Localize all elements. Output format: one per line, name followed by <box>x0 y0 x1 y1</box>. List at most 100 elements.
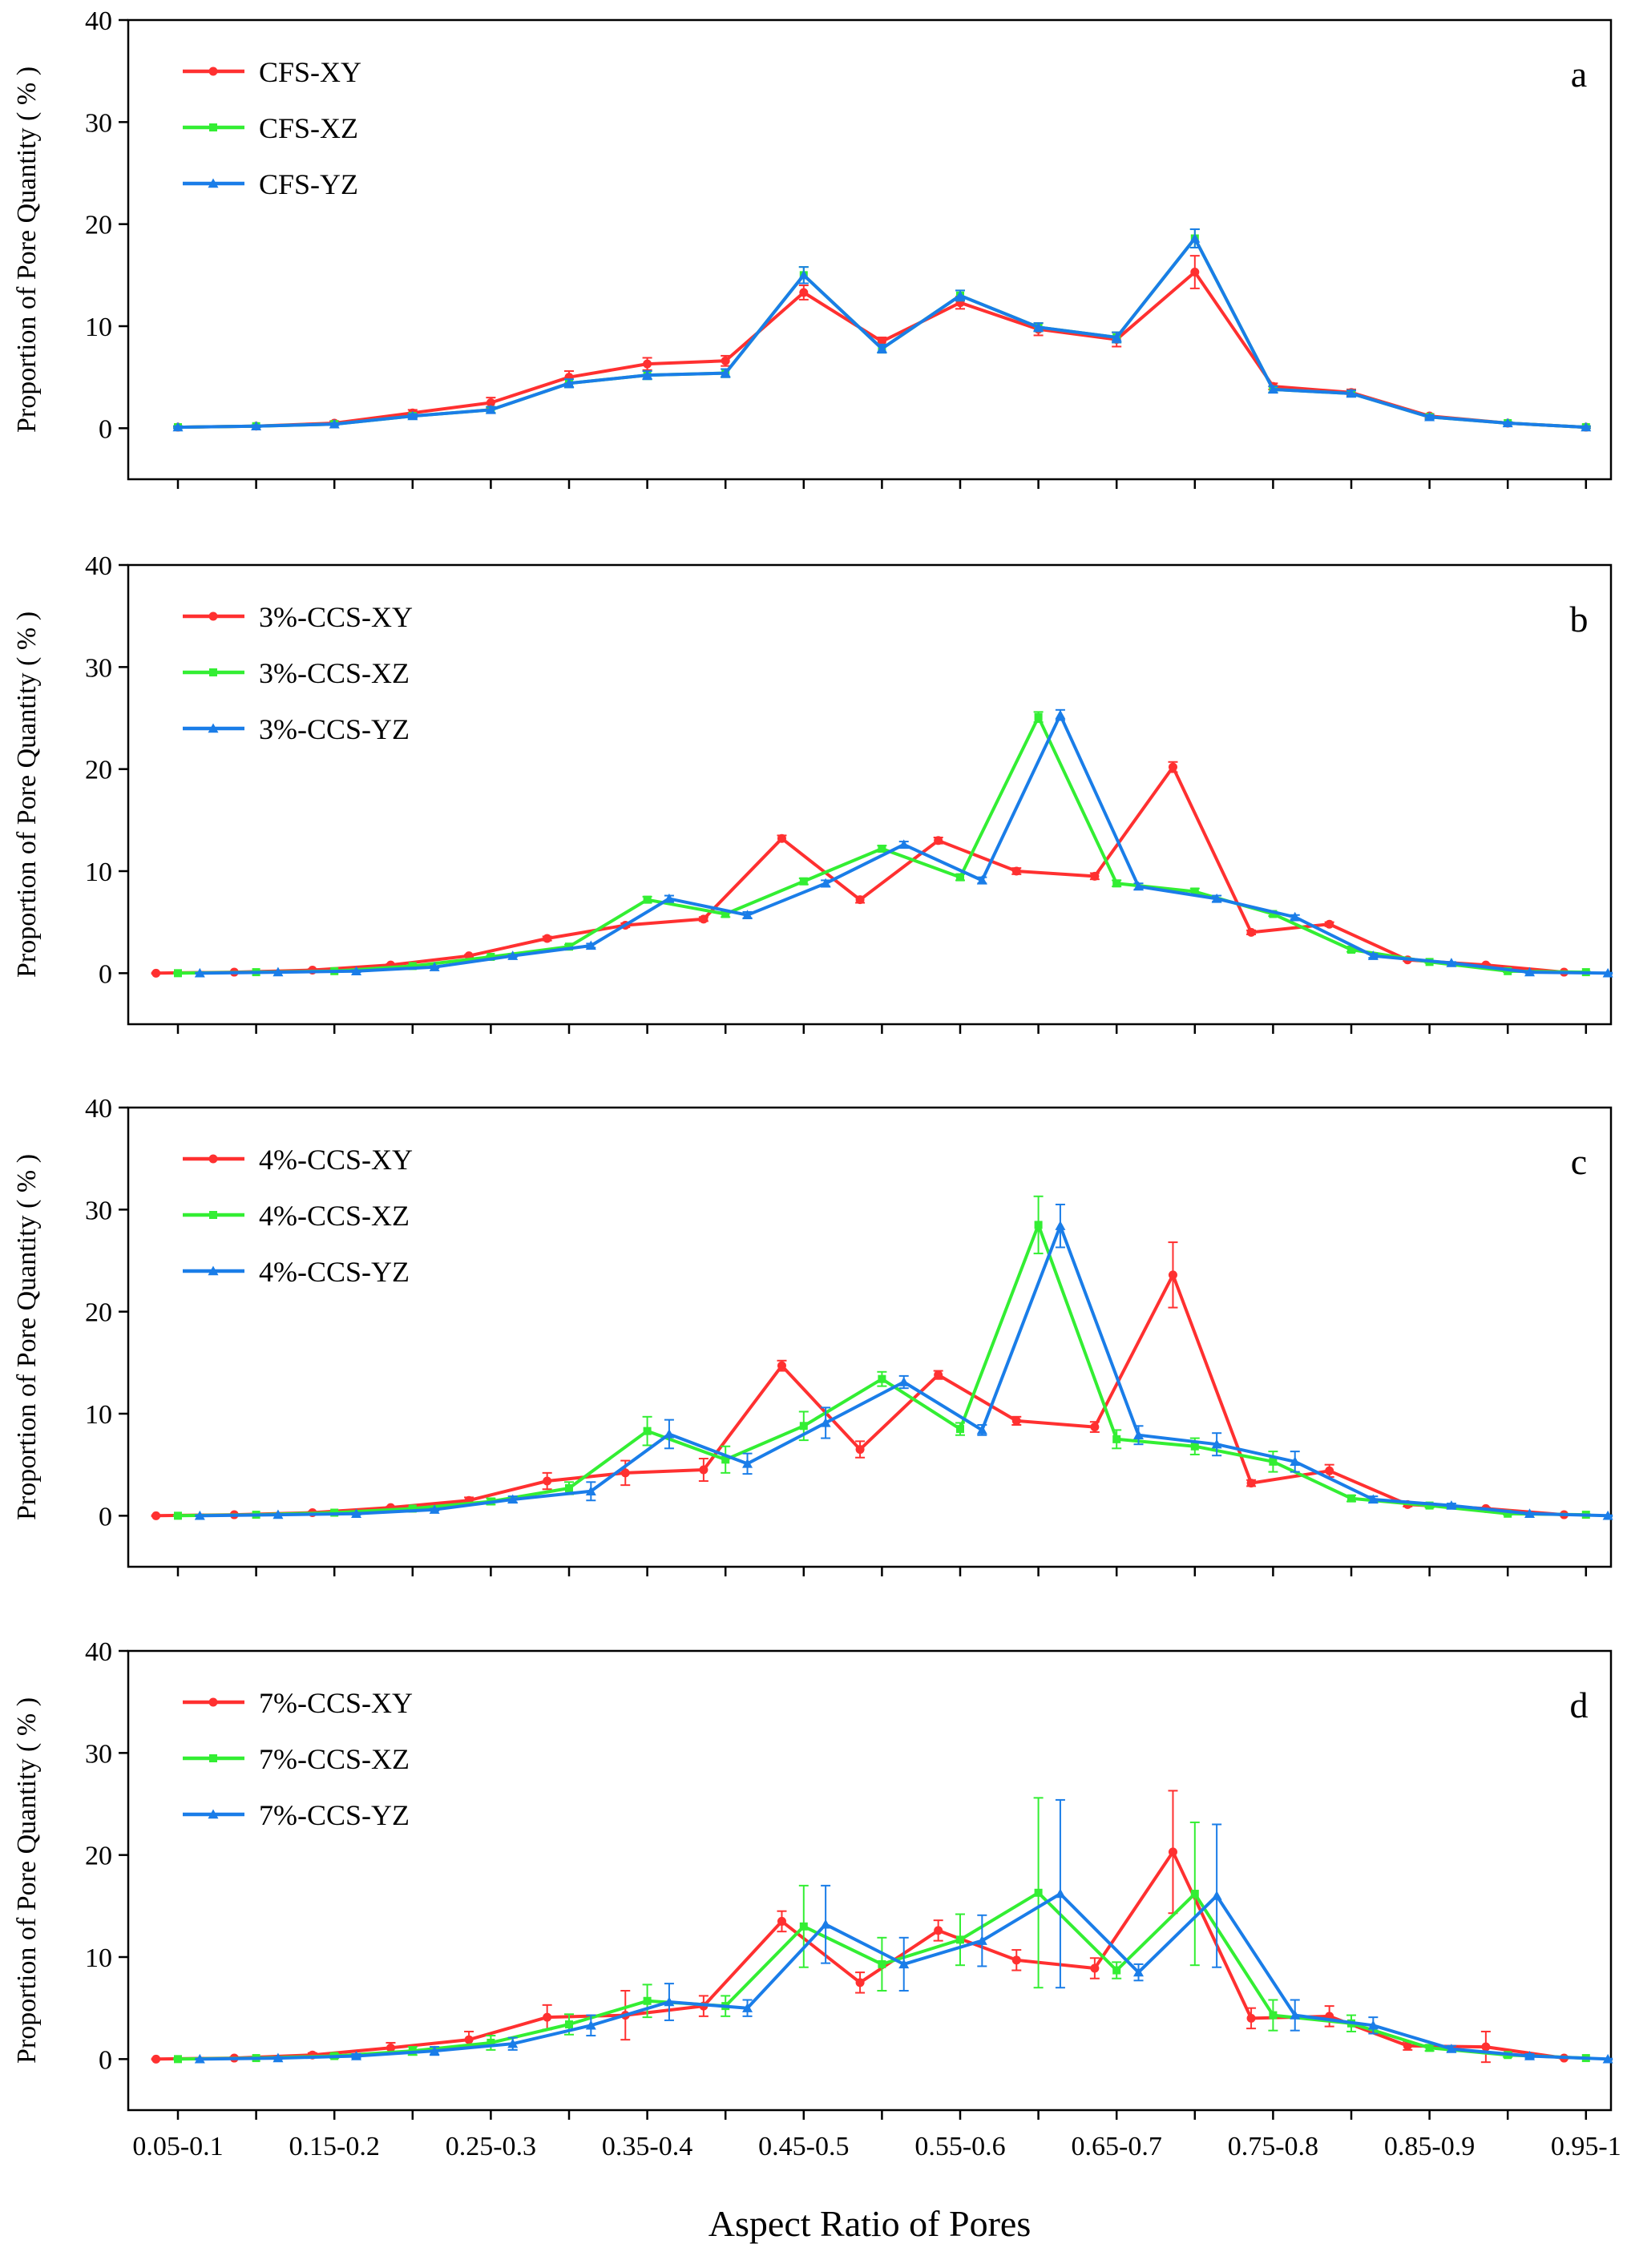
panel-letter: d <box>1570 1685 1589 1725</box>
data-point <box>1367 2020 1379 2030</box>
data-point <box>1190 1890 1199 1899</box>
data-point <box>1246 927 1256 937</box>
data-point <box>174 2055 182 2064</box>
data-point <box>1055 1888 1066 1899</box>
data-point <box>486 952 495 961</box>
data-point <box>799 877 808 886</box>
plot-frame <box>127 1649 1613 2112</box>
data-point <box>721 910 730 918</box>
series-line <box>155 1850 1564 2061</box>
data-point <box>543 1476 552 1486</box>
data-point <box>1111 332 1122 342</box>
y-tick-label: 10 <box>85 858 112 887</box>
legend-entry: 3%-CCS-XZ <box>259 657 410 689</box>
data-point <box>507 1494 519 1504</box>
series-line <box>155 1273 1564 1518</box>
series-7%-CCS-XZ <box>173 1797 1591 2064</box>
data-point <box>1481 2042 1491 2052</box>
legend-entry: CFS-XY <box>259 56 361 88</box>
data-point <box>1403 2041 1412 2051</box>
y-tick-label: 30 <box>85 1739 112 1769</box>
data-point <box>1011 866 1021 876</box>
data-point <box>742 910 753 919</box>
data-point <box>1011 1416 1021 1426</box>
data-point <box>1325 919 1334 929</box>
y-axis-label: Proportion of Pore Quantity ( % ) <box>12 611 42 978</box>
data-point <box>1290 2010 1301 2020</box>
data-point <box>1524 967 1536 977</box>
plot-frame <box>127 1106 1613 1568</box>
legend-entry: 7%-CCS-XY <box>259 1687 413 1719</box>
data-point <box>563 377 575 388</box>
data-point <box>1168 1847 1177 1857</box>
data-point <box>486 2038 495 2047</box>
x-tick-label: 0.85-0.9 <box>1384 2132 1475 2161</box>
data-point <box>1346 388 1357 398</box>
data-point <box>485 404 496 414</box>
data-point <box>956 873 964 882</box>
data-point <box>699 914 709 924</box>
x-tick-label: 0.05-0.1 <box>132 2132 223 2161</box>
legend-marker <box>208 723 219 733</box>
data-point <box>386 2043 395 2052</box>
data-point <box>799 288 809 297</box>
x-tick-label: 0.45-0.5 <box>758 2132 849 2161</box>
data-point <box>1269 1457 1278 1466</box>
data-point <box>620 1468 630 1478</box>
legend-entry: 4%-CCS-YZ <box>259 1256 410 1288</box>
y-tick-label: 0 <box>99 959 112 989</box>
series-line <box>200 1224 1609 1518</box>
data-point <box>699 1465 709 1475</box>
data-point <box>585 940 596 950</box>
data-point <box>1055 709 1066 720</box>
data-point <box>777 1361 786 1370</box>
x-axis-label: Aspect Ratio of Pores <box>709 2203 1031 2244</box>
data-point <box>585 1486 596 1495</box>
data-point <box>273 2052 284 2063</box>
panel-letter: a <box>1571 54 1587 95</box>
data-point <box>1602 1510 1613 1520</box>
data-point <box>351 2051 362 2060</box>
data-point <box>151 2054 161 2064</box>
data-point <box>351 966 362 975</box>
legend-marker <box>208 1265 219 1276</box>
y-tick-label: 30 <box>85 653 112 683</box>
data-point <box>1055 1221 1066 1230</box>
data-point <box>251 421 262 430</box>
data-point <box>408 962 417 971</box>
data-point <box>565 1483 573 1492</box>
data-point <box>1034 1221 1043 1229</box>
data-point <box>878 1959 886 1968</box>
data-point <box>956 1935 964 1944</box>
data-point <box>934 1370 943 1380</box>
legend-marker <box>209 1211 217 1219</box>
data-point <box>543 2012 552 2022</box>
x-tick-label: 0.55-0.6 <box>914 2132 1005 2161</box>
data-point <box>1602 967 1613 978</box>
data-point <box>1446 958 1457 967</box>
legend-entry: 4%-CCS-XZ <box>259 1200 410 1232</box>
data-point <box>1602 2053 1613 2064</box>
y-axis-label: Proportion of Pore Quantity ( % ) <box>12 1697 42 2064</box>
data-point <box>1112 1966 1121 1975</box>
legend-marker <box>208 67 218 76</box>
data-point <box>194 967 205 978</box>
data-point <box>1524 1508 1536 1518</box>
data-point <box>1347 946 1355 954</box>
data-point <box>1211 893 1222 903</box>
y-tick-label: 40 <box>85 1637 112 1667</box>
data-point <box>934 836 943 845</box>
data-point <box>1524 2051 1536 2060</box>
legend-entry: CFS-YZ <box>259 168 358 200</box>
series-7%-CCS-YZ <box>194 1798 1613 2064</box>
data-point <box>1211 1439 1222 1449</box>
data-point <box>721 1455 730 1464</box>
legend-entry: CFS-XZ <box>259 112 358 144</box>
data-point <box>721 356 730 365</box>
data-point <box>585 2020 596 2030</box>
legend-entry: 7%-CCS-YZ <box>259 1799 410 1831</box>
data-point <box>351 1508 362 1518</box>
data-point <box>1034 1888 1043 1897</box>
series-CFS-YZ <box>172 228 1592 432</box>
